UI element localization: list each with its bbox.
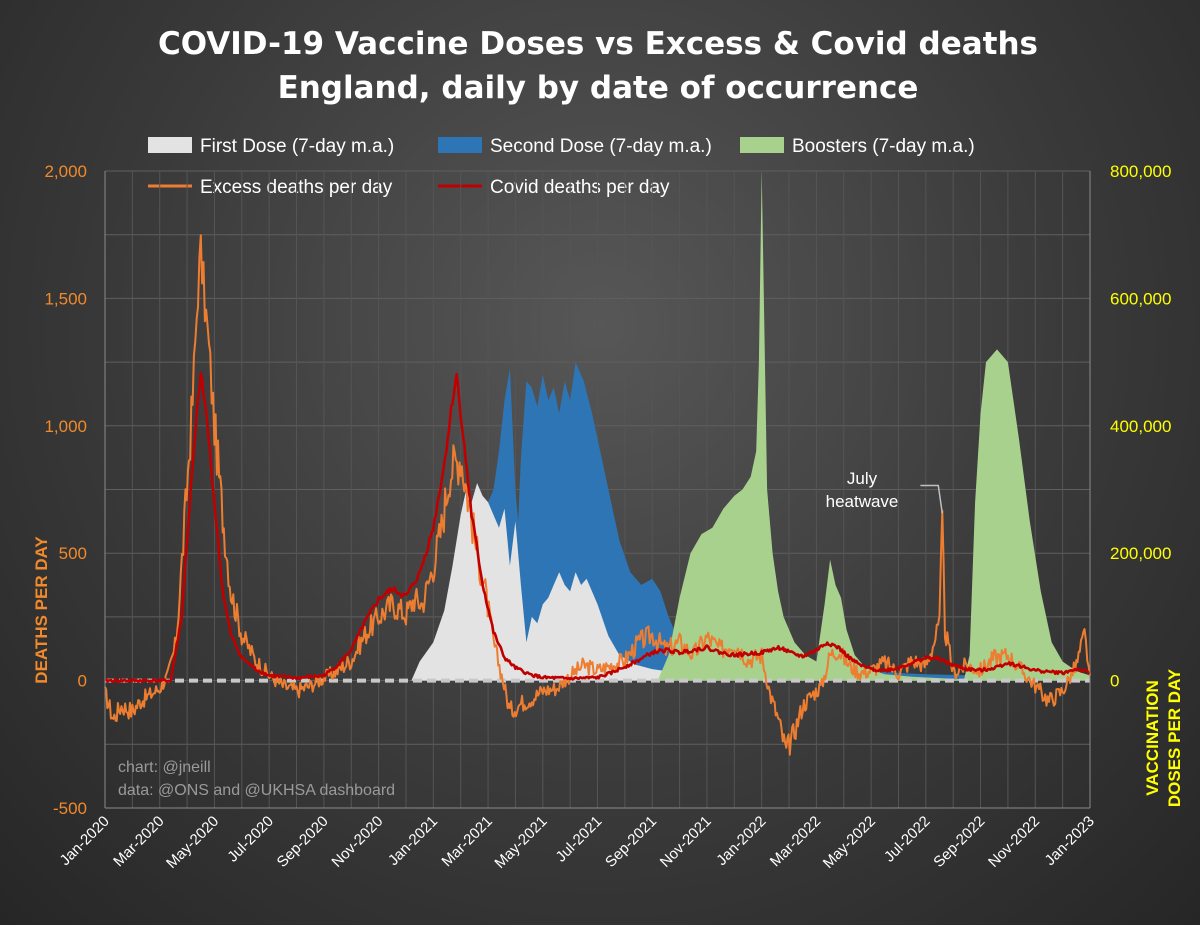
- x-tick-label: Mar-2021: [438, 813, 495, 870]
- x-tick-label: May-2022: [820, 813, 879, 872]
- x-tick-label: Nov-2021: [657, 813, 715, 871]
- legend-label-first-dose: First Dose (7-day m.a.): [200, 136, 394, 157]
- credit-chart-author: chart: @jneill: [118, 759, 211, 776]
- x-tick-label: Jan-2021: [385, 813, 441, 869]
- chart-title-line-1: COVID-19 Vaccine Doses vs Excess & Covid…: [158, 26, 1038, 62]
- legend-label-covid-deaths: Covid deaths per day: [490, 177, 670, 198]
- x-tick-label: Jan-2023: [1042, 813, 1098, 869]
- x-tick-label: Mar-2022: [767, 813, 824, 870]
- y-tick-label-left: 0: [78, 672, 87, 691]
- y-tick-label-left: 1,500: [44, 289, 87, 308]
- legend: First Dose (7-day m.a.) Second Dose (7-d…: [148, 136, 975, 198]
- chart-title-line-2: England, daily by date of occurrence: [278, 70, 919, 106]
- credit-data-source: data: @ONS and @UKHSA dashboard: [118, 782, 395, 799]
- y-tick-label-right: 0: [1110, 672, 1119, 691]
- line-covid-deaths: [104, 371, 1091, 684]
- y-axis-label-right-line-1: VACCINATION: [1143, 680, 1162, 796]
- legend-swatch-boosters: [740, 137, 784, 153]
- x-tick-label: May-2021: [491, 813, 550, 872]
- y-tick-label-right: 400,000: [1110, 417, 1171, 436]
- x-tick-label: Sep-2022: [930, 813, 988, 871]
- y-tick-label-right: 800,000: [1110, 162, 1171, 181]
- x-tick-label: Jul-2020: [224, 813, 277, 866]
- y-tick-label-left: 2,000: [44, 162, 87, 181]
- area-first-dose: [411, 483, 1090, 681]
- legend-swatch-first-dose: [148, 137, 192, 153]
- y-tick-label-right: 200,000: [1110, 544, 1171, 563]
- x-tick-label: Jan-2020: [57, 813, 113, 869]
- annotation-leader-line: [920, 484, 944, 514]
- y-tick-label-right: 600,000: [1110, 289, 1171, 308]
- y-tick-label-left: -500: [53, 799, 87, 818]
- x-tick-label: Sep-2021: [602, 813, 660, 871]
- legend-label-boosters: Boosters (7-day m.a.): [792, 136, 975, 157]
- x-tick-label: Nov-2022: [985, 813, 1043, 871]
- x-tick-label: May-2020: [163, 813, 222, 872]
- series-layer: [104, 171, 1091, 756]
- y-tick-label-left: 1,000: [44, 417, 87, 436]
- annotation-text-line-2: heatwave: [826, 492, 899, 511]
- x-tick-label: Jan-2022: [713, 813, 769, 869]
- y-tick-label-left: 500: [59, 544, 87, 563]
- x-tick-label: Mar-2020: [110, 813, 167, 870]
- x-tick-label: Jul-2021: [553, 813, 606, 866]
- x-tick-label: Jul-2022: [881, 813, 934, 866]
- x-tick-label: Nov-2020: [328, 813, 386, 871]
- y-axis-label-right-line-2: DOSES PER DAY: [1165, 668, 1184, 807]
- annotation-july-heatwave: July heatwave: [826, 469, 944, 514]
- y-axis-label-left: DEATHS PER DAY: [32, 536, 51, 684]
- area-boosters: [657, 171, 1090, 681]
- legend-label-second-dose: Second Dose (7-day m.a.): [490, 136, 712, 157]
- x-tick-label: Sep-2020: [274, 813, 332, 871]
- annotation-text-line-1: July: [847, 469, 878, 488]
- legend-swatch-second-dose: [438, 137, 482, 153]
